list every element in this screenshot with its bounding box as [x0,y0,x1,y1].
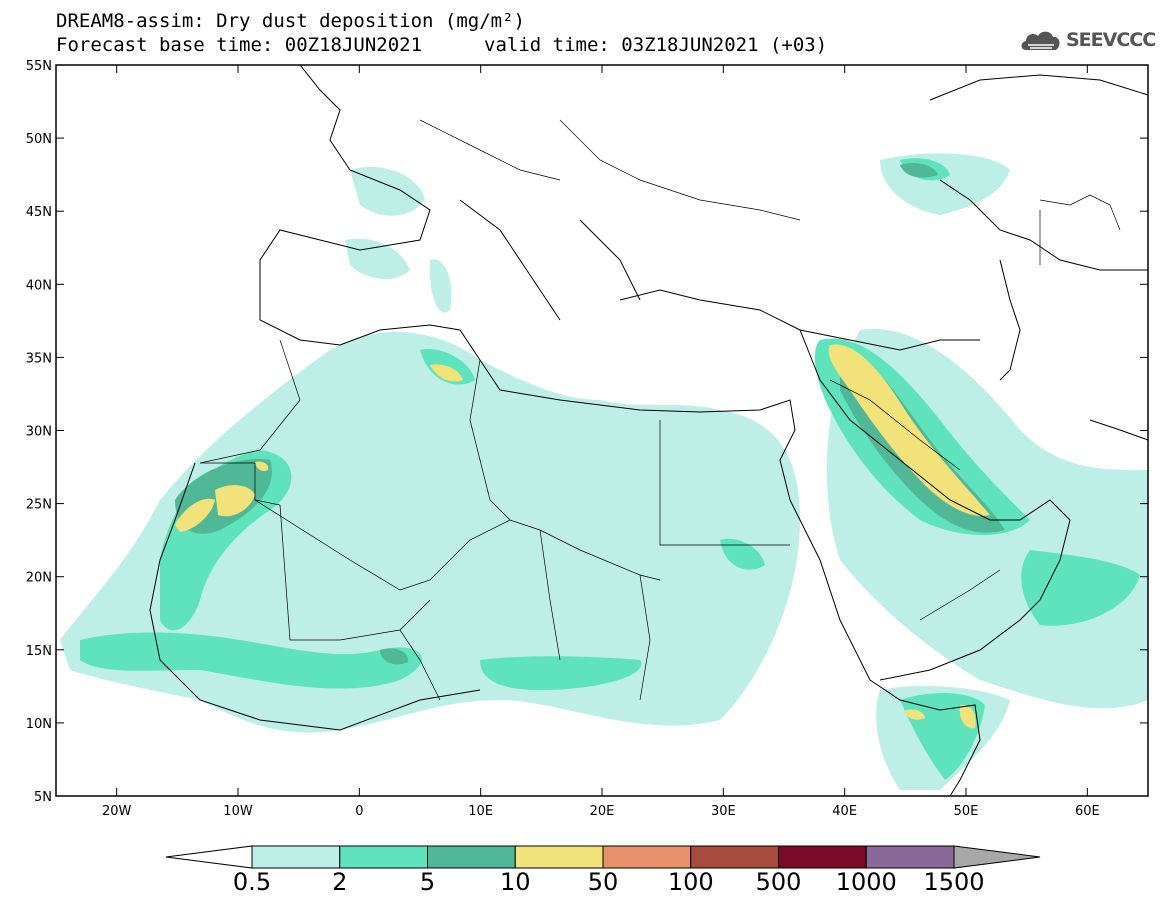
lon-tick-label: 40E [832,804,857,819]
colorbar-label: 0.5 [232,868,272,896]
colorbar-label: 2 [332,868,348,896]
lon-tick-label: 50E [954,804,979,819]
colorbar-label: 5 [419,868,436,896]
lat-tick-label: 35N [26,351,52,366]
colorbar-box [427,845,516,869]
seevccc-logo: SEEVCCC [1018,26,1158,56]
colorbar-low-triangle [165,845,253,869]
colorbar-box [251,845,341,869]
colorbar-box [778,845,867,869]
colorbar-high-triangle [953,845,1041,869]
colorbar-label: 500 [755,868,802,896]
colorbar-box [690,845,779,869]
lon-tick-label: 30E [711,804,736,819]
forecast-base-time: Forecast base time: 00Z18JUN2021 [56,34,423,56]
axis-ticks [56,64,1148,797]
logo-text: SEEVCCC [1066,29,1156,51]
lat-tick-label: 45N [26,205,52,220]
colorbar-label: 10 [499,868,531,896]
lat-tick-label: 5N [34,790,52,805]
lat-tick-label: 40N [26,278,52,293]
lon-tick-label: 20W [102,804,132,819]
lon-tick-label: 10E [468,804,493,819]
lat-tick-label: 55N [26,59,52,74]
colorbar-label: 50 [587,868,619,896]
lon-tick-label: 60E [1075,804,1100,819]
country-borders [199,119,1121,701]
map-title: DREAM8-assim: Dry dust deposition (mg/m²… [56,10,525,32]
colorbar [165,845,1041,869]
axis-labels: 5N 10N 15N 20N 25N 30N 35N 40N 45N 50N 55N 20W 10W 0 1… [26,59,1100,819]
lat-tick-label: 10N [26,717,52,732]
contour-10-50 [175,344,990,729]
colorbar-box [339,845,428,869]
colorbar-box [865,845,955,869]
colorbar-box [514,845,604,869]
colorbar-label: 1500 [923,868,985,896]
lat-tick-label: 15N [26,644,52,659]
lon-tick-label: 10W [223,804,253,819]
lon-tick-label: 0 [355,804,363,819]
dust-deposition-field [60,153,1148,790]
colorbar-box [602,845,692,869]
lon-tick-label: 20E [590,804,615,819]
lat-tick-label: 30N [26,425,52,440]
coastlines [149,65,1148,796]
valid-time: valid time: 03Z18JUN2021 (+03) [484,34,828,56]
lat-tick-label: 25N [26,498,52,513]
lat-tick-label: 50N [26,132,52,147]
colorbar-label: 1000 [835,868,897,896]
cloud-logo-icon [1021,31,1060,50]
lat-tick-label: 20N [26,571,52,586]
colorbar-label: 100 [667,868,714,896]
